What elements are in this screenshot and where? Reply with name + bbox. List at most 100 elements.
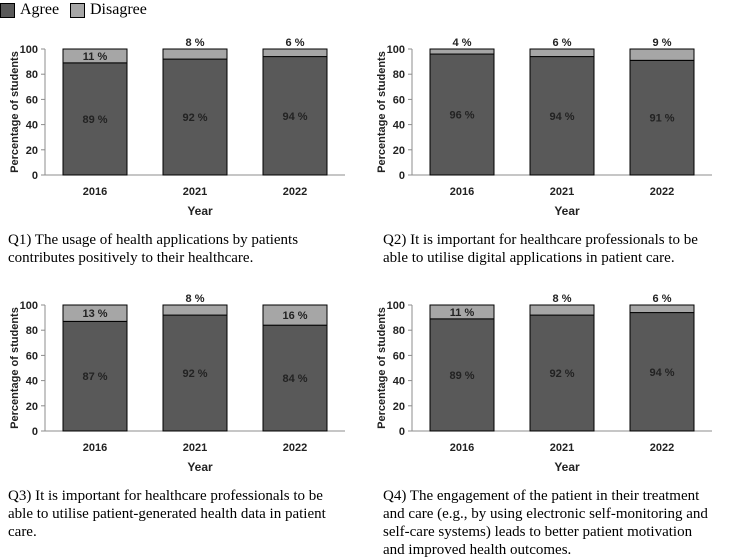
bar-disagree-2016 [429, 304, 495, 320]
bar-agree-2022 [262, 324, 328, 432]
y-tick-label: 100 [20, 300, 38, 312]
data-label-disagree-2022: 16 % [282, 310, 307, 322]
y-tick-label: 100 [387, 44, 405, 56]
chart-panel-q3: 0 20 40 60 80 100 Percentage of students 87 % 13… [0, 280, 360, 558]
bar-disagree-2016 [62, 304, 128, 322]
bar-disagree-2022 [629, 48, 695, 61]
x-tick-label: 2016 [450, 442, 474, 454]
caption-line: Q4) The engagement of the patient in the… [383, 488, 700, 504]
legend-label-disagree: Disagree [90, 1, 147, 18]
bar-agree-2021 [529, 314, 595, 432]
data-label-disagree-2016: 11 % [450, 307, 475, 319]
y-axis-label: Percentage of students [376, 51, 388, 173]
data-label-agree-2021: 94 % [549, 111, 574, 123]
caption-line: contributes positively to their healthca… [8, 250, 254, 266]
data-label-disagree-2021: 8 % [186, 37, 205, 49]
data-label-agree-2016: 87 % [82, 371, 107, 383]
legend-swatch-agree [0, 2, 15, 18]
y-tick-label: 20 [26, 145, 38, 157]
caption-q3: Q3) It is important for healthcare profe… [8, 487, 326, 541]
legend-item-agree: Agree [0, 0, 59, 20]
bar-disagree-2021 [162, 48, 228, 60]
y-tick-label: 60 [393, 94, 405, 106]
y-tick-label: 40 [26, 120, 38, 132]
data-label-disagree-2021: 6 % [553, 37, 572, 49]
x-tick-label: 2016 [450, 186, 474, 198]
y-tick-label: 80 [26, 69, 38, 81]
bar-agree-2016 [62, 320, 128, 432]
x-axis-label: Year [187, 204, 213, 218]
y-tick-label: 100 [20, 44, 38, 56]
bar-agree-2016 [429, 53, 495, 176]
data-label-disagree-2022: 9 % [653, 37, 672, 49]
x-tick-label: 2022 [650, 442, 674, 454]
y-tick-label: 20 [393, 145, 405, 157]
x-tick-label: 2016 [83, 186, 107, 198]
x-tick-label: 2021 [550, 186, 574, 198]
data-label-agree-2022: 94 % [282, 111, 307, 123]
y-tick-label: 40 [26, 376, 38, 388]
bar-disagree-2022 [629, 304, 695, 314]
caption-line: and improved health outcomes. [383, 542, 572, 558]
data-label-disagree-2016: 11 % [83, 51, 108, 63]
bar-agree-2022 [629, 312, 695, 432]
data-label-disagree-2021: 8 % [553, 293, 572, 305]
legend-swatch-disagree [70, 2, 85, 18]
x-axis-label: Year [187, 460, 213, 474]
caption-line: Q3) It is important for healthcare profe… [8, 488, 323, 504]
y-axis-label: Percentage of students [376, 307, 388, 429]
y-tick-label: 40 [393, 120, 405, 132]
y-tick-label: 20 [393, 401, 405, 413]
data-label-disagree-2022: 6 % [286, 37, 305, 49]
chart-panel-q4: 0 20 40 60 80 100 Percentage of students 89 % 11… [367, 280, 731, 558]
y-tick-label: 40 [393, 376, 405, 388]
caption-line: self-care systems) leads to better patie… [383, 524, 693, 540]
bar-disagree-2021 [529, 304, 595, 316]
data-label-agree-2022: 91 % [649, 113, 674, 125]
caption-line: able to utilise patient-generated health… [8, 506, 326, 522]
data-label-disagree-2021: 8 % [186, 293, 205, 305]
bar-agree-2016 [429, 318, 495, 432]
x-tick-label: 2021 [550, 442, 574, 454]
y-tick-label: 60 [393, 350, 405, 362]
caption-q4: Q4) The engagement of the patient in the… [383, 487, 708, 559]
bar-agree-2022 [629, 59, 695, 176]
caption-line: able to utilise digital applications in … [383, 250, 675, 266]
data-label-agree-2021: 92 % [182, 112, 207, 124]
caption-line: Q2) It is important for healthcare profe… [383, 232, 698, 248]
y-tick-label: 100 [387, 300, 405, 312]
x-axis-label: Year [554, 460, 580, 474]
x-tick-label: 2021 [183, 186, 207, 198]
data-label-disagree-2016: 13 % [82, 308, 107, 320]
bar-agree-2021 [529, 56, 595, 176]
chart-panel-q2: 0 20 40 60 80 100 Percentage of students 96 % 4 … [367, 24, 727, 294]
bar-agree-2021 [162, 314, 228, 432]
data-label-agree-2016: 96 % [449, 110, 474, 122]
y-axis-label: Percentage of students [9, 307, 21, 429]
x-tick-label: 2022 [283, 186, 307, 198]
x-tick-label: 2022 [650, 186, 674, 198]
y-tick-label: 0 [32, 426, 38, 438]
data-label-agree-2021: 92 % [182, 368, 207, 380]
data-label-agree-2022: 94 % [649, 367, 674, 379]
chart-panel-q1: 0 20 40 60 80 100 Percentage of students 89 % 11… [0, 24, 360, 294]
bar-agree-2022 [262, 56, 328, 176]
x-tick-label: 2016 [83, 442, 107, 454]
bar-agree-2016 [62, 62, 128, 176]
y-tick-label: 0 [399, 170, 405, 182]
y-tick-label: 0 [32, 170, 38, 182]
caption-q2: Q2) It is important for healthcare profe… [383, 231, 698, 267]
caption-line: care. [8, 524, 37, 540]
x-tick-label: 2022 [283, 442, 307, 454]
bar-disagree-2016 [429, 48, 495, 55]
x-tick-label: 2021 [183, 442, 207, 454]
data-label-agree-2016: 89 % [82, 114, 107, 126]
bar-disagree-2022 [262, 304, 328, 326]
bar-disagree-2016 [62, 48, 128, 64]
bar-disagree-2021 [529, 48, 595, 58]
y-tick-label: 80 [393, 69, 405, 81]
y-tick-label: 60 [26, 350, 38, 362]
